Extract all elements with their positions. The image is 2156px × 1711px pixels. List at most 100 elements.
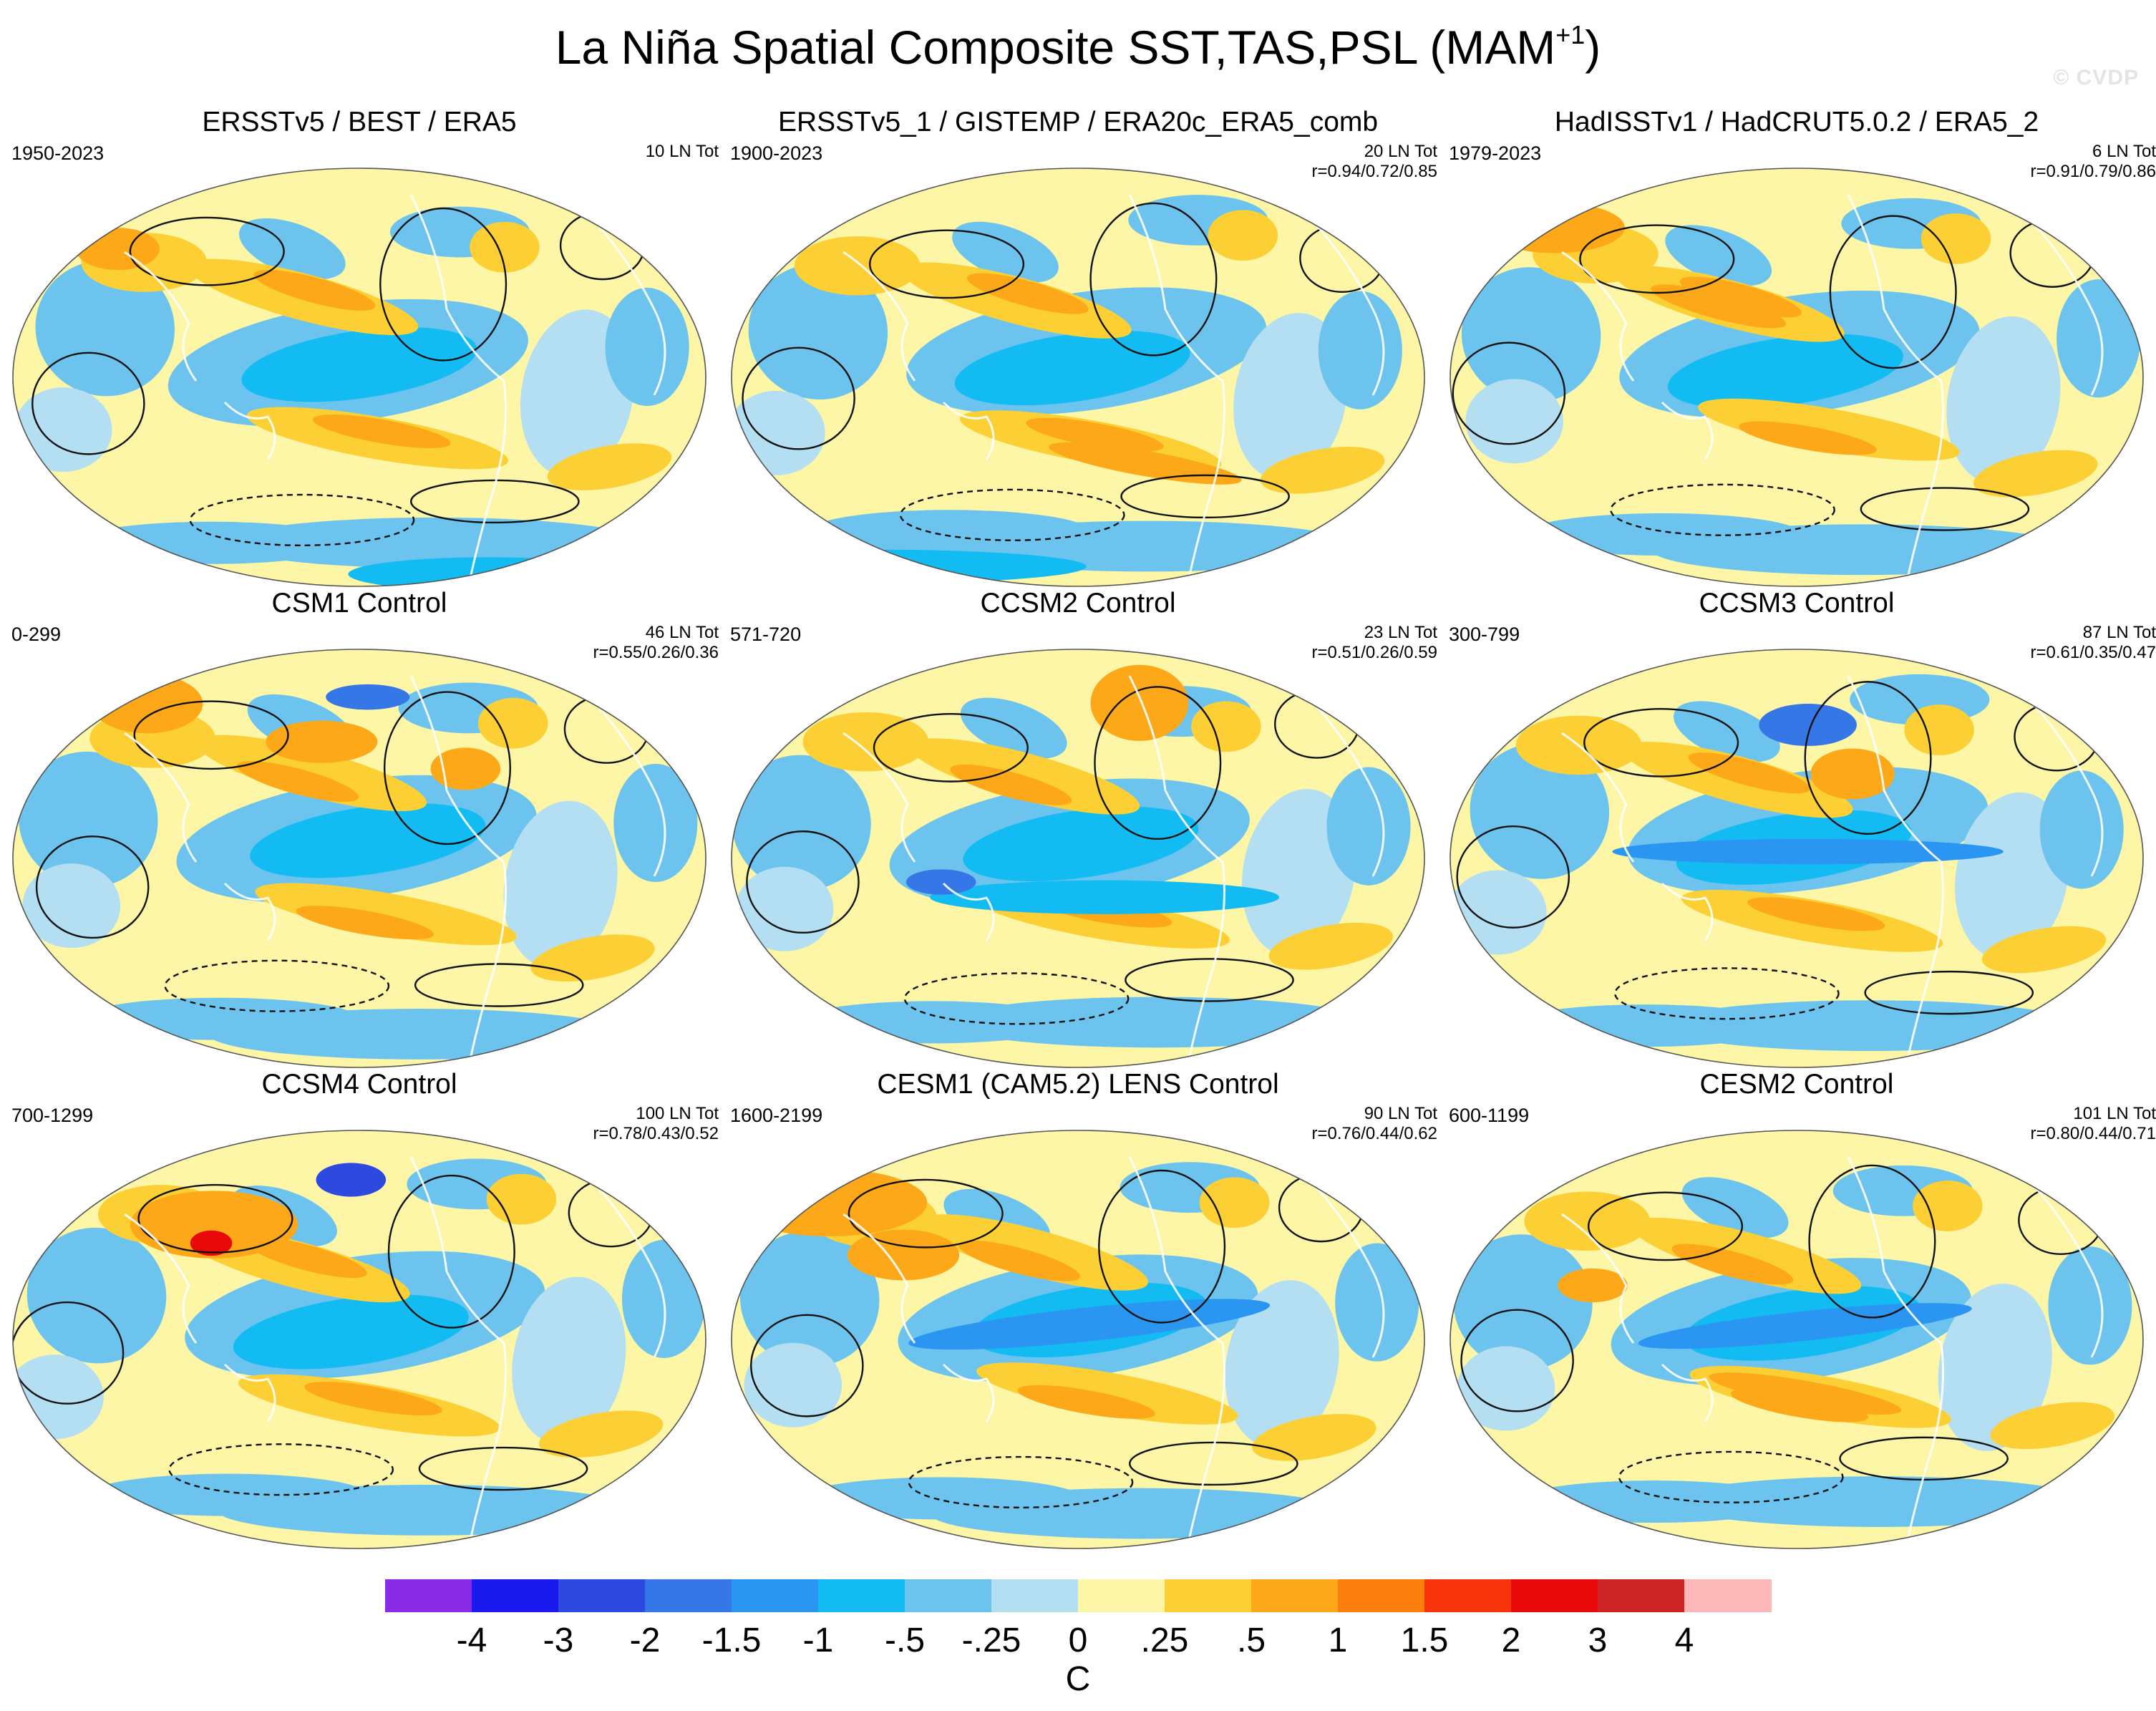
anomaly-blob — [130, 1191, 298, 1259]
psl-contour — [164, 959, 390, 1012]
psl-contour — [1452, 341, 1566, 445]
panel-period: 571-720 — [730, 624, 802, 645]
map-border — [1450, 168, 2144, 587]
colorbar-swatch — [818, 1579, 905, 1612]
colorbar-tick-label: -1 — [802, 1622, 834, 1659]
panel-title: CESM1 (CAM5.2) LENS Control — [877, 1069, 1279, 1100]
pattern-correlation: r=0.51/0.26/0.59 — [1311, 643, 1437, 662]
anomaly-blob — [613, 763, 698, 883]
anomaly-blob — [801, 1477, 1081, 1520]
anomaly-blob — [1990, 1402, 2114, 1450]
panel-event-stats: 20 LN Tot r=0.94/0.72/0.85 — [1312, 142, 1437, 182]
anomaly-blob — [1938, 1283, 2052, 1451]
coastline — [1847, 1156, 1944, 1548]
anomaly-blob — [966, 273, 1089, 314]
anomaly-blob — [13, 1354, 104, 1440]
robinson-map — [1450, 168, 2144, 587]
robinson-map — [12, 168, 706, 587]
anomaly-blob — [847, 1229, 960, 1281]
panel-period: 1900-2023 — [730, 142, 823, 164]
colorbar-tick-label: 1 — [1328, 1622, 1348, 1659]
panel-title: HadISSTv1 / HadCRUT5.0.2 / ERA5_2 — [1554, 107, 2039, 137]
coastline — [223, 401, 276, 460]
anomaly-blob — [735, 866, 834, 951]
psl-contour — [1804, 681, 1932, 835]
map-border — [12, 1130, 706, 1549]
panel-event-stats: 87 LN Tot r=0.61/0.35/0.47 — [2031, 623, 2156, 663]
psl-contour — [168, 1443, 394, 1496]
anomaly-blob — [748, 263, 888, 400]
event-count: 101 LN Tot — [2073, 1104, 2156, 1123]
colorbar-tick-label: -2 — [629, 1622, 661, 1659]
anomaly-blob — [908, 1299, 1270, 1350]
map-border — [731, 1130, 1425, 1549]
anomaly-blob — [1465, 379, 1564, 464]
anomaly-blob — [952, 221, 1059, 283]
anomaly-blob — [233, 1294, 469, 1370]
anomaly-blob — [35, 260, 175, 397]
anomaly-blob — [316, 1163, 387, 1197]
colorbar-swatch — [1078, 1579, 1165, 1612]
anomaly-blob — [547, 443, 672, 490]
psl-contour — [1579, 224, 1735, 294]
colorbar-tick-label: -3 — [543, 1622, 574, 1659]
psl-contour — [1829, 215, 1957, 369]
robinson-map — [12, 649, 706, 1068]
anomaly-blob — [2039, 770, 2124, 889]
psl-contour — [1456, 825, 1570, 929]
colorbar-tick-label: -.5 — [884, 1622, 926, 1659]
colorbar-tick-label: 0 — [1068, 1622, 1088, 1659]
psl-contour — [35, 835, 150, 939]
coastline — [124, 251, 198, 382]
anomaly-blob — [1524, 1191, 1651, 1251]
anomaly-blob — [253, 270, 376, 311]
anomaly-blob — [905, 869, 976, 895]
anomaly-blob — [963, 806, 1199, 882]
map-border — [12, 649, 706, 1068]
anomaly-blob — [1668, 1476, 2088, 1527]
anomaly-blob — [1667, 334, 1903, 409]
anomaly-blob — [304, 1382, 442, 1416]
anomaly-blob — [1981, 926, 2107, 974]
psl-contour — [868, 229, 1025, 299]
robinson-map — [12, 1130, 706, 1549]
anomaly-blob — [2048, 1246, 2132, 1365]
coastline — [942, 882, 995, 941]
anomaly-blob — [1739, 421, 1877, 455]
psl-contour — [1808, 1164, 1936, 1319]
colorbar-tick-label: -4 — [456, 1622, 487, 1659]
coastline — [1661, 401, 1714, 460]
psl-contour — [1864, 970, 2034, 1015]
psl-contour — [903, 972, 1130, 1025]
anomaly-blob — [1450, 870, 1547, 955]
psl-contour — [383, 691, 512, 845]
figure-title-text: La Niña Spatial Composite SST,TAS,PSL (M… — [555, 21, 1556, 74]
colorbar-tick-label: 4 — [1674, 1622, 1694, 1659]
anomaly-blob — [1973, 450, 2098, 498]
anomaly-blob — [530, 934, 655, 982]
pattern-correlation: r=0.80/0.44/0.71 — [2030, 1124, 2156, 1143]
coastline — [2019, 208, 2104, 396]
panel-title: CSM1 Control — [271, 588, 447, 619]
anomaly-blob — [503, 800, 618, 969]
anomaly-blob — [539, 1410, 664, 1458]
colorbar-swatch — [1251, 1579, 1339, 1612]
anomaly-blob — [255, 883, 517, 946]
colorbar-swatch — [558, 1579, 646, 1612]
panel-period: 1979-2023 — [1449, 142, 1542, 164]
coastline — [1128, 1156, 1225, 1548]
psl-contour — [750, 1314, 864, 1417]
anomaly-blob — [1698, 398, 1960, 461]
anomaly-blob — [1681, 1177, 1789, 1239]
colorbar-tick-label: -1.5 — [701, 1622, 762, 1659]
coastline — [124, 732, 198, 863]
coastline — [1561, 1213, 1635, 1344]
coastline — [1561, 732, 1635, 863]
anomaly-blob — [1335, 1243, 1419, 1362]
psl-contour — [1610, 483, 1835, 536]
anomaly-blob — [1759, 704, 1857, 747]
anomaly-blob — [14, 387, 112, 472]
anomaly-blob — [1523, 513, 1802, 556]
pattern-correlation: r=0.94/0.72/0.85 — [1311, 162, 1437, 181]
anomaly-blob — [1017, 1385, 1155, 1419]
